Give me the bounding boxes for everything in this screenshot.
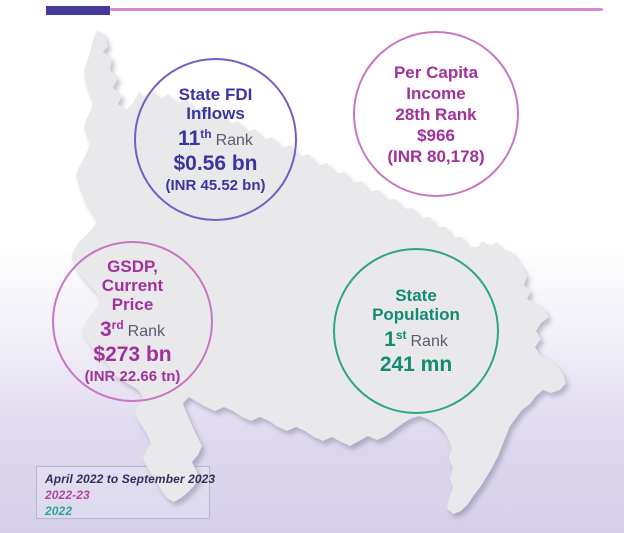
- fdi-rank-ordinal: th: [200, 126, 212, 141]
- accent-bar-line: [110, 8, 603, 11]
- legend-item-year: 2022: [45, 504, 73, 518]
- gsdp-title-line2: Current: [101, 276, 164, 295]
- gsdp-title-line1: GSDP,: [107, 257, 158, 276]
- accent-bar-block: [46, 6, 110, 15]
- gsdp-value-inr: (INR 22.66 tn): [84, 368, 181, 385]
- population-rank: 1st Rank: [384, 327, 448, 353]
- population-rank-number: 1: [384, 327, 396, 351]
- gsdp-rank: 3rd Rank: [99, 318, 166, 343]
- gsdp-rank-word: Rank: [127, 323, 166, 340]
- income-title-line2: Income: [406, 83, 466, 103]
- gsdp-rank-ordinal: rd: [111, 318, 124, 332]
- population-value: 241 mn: [379, 352, 453, 376]
- population-title-line1: State: [395, 285, 437, 305]
- fdi-title-line2: Inflows: [186, 103, 245, 123]
- stat-circle-per-capita-income: Per Capita Income 28th Rank $966 (INR 80…: [353, 31, 519, 197]
- legend: April 2022 to September 2023 2022-23 202…: [36, 466, 216, 519]
- population-title-line2: Population: [372, 304, 460, 324]
- income-value-usd: $966: [417, 125, 455, 145]
- income-rank: 28th Rank: [395, 104, 477, 124]
- gsdp-rank-number: 3: [99, 318, 112, 341]
- fdi-rank-word: Rank: [215, 131, 253, 149]
- fdi-value-usd: $0.56 bn: [173, 151, 258, 175]
- income-value-inr: (INR 80,178): [387, 146, 485, 166]
- income-title-line1: Per Capita: [393, 62, 479, 82]
- gsdp-title-line3: Price: [111, 295, 154, 314]
- fdi-rank: 11th Rank: [178, 126, 253, 152]
- fdi-rank-number: 11: [178, 126, 201, 150]
- fdi-value-inr: (INR 45.52 bn): [165, 176, 266, 194]
- stat-circle-gsdp: GSDP, Current Price 3rd Rank $273 bn (INR…: [52, 241, 213, 402]
- legend-item-fdi-period: April 2022 to September 2023: [45, 472, 216, 486]
- population-rank-word: Rank: [410, 332, 448, 350]
- population-rank-ordinal: st: [395, 327, 407, 342]
- legend-item-fiscal-year: 2022-23: [45, 488, 90, 502]
- fdi-title-line1: State FDI: [178, 84, 253, 104]
- stat-circle-fdi-inflows: State FDI Inflows 11th Rank $0.56 bn (INR…: [134, 58, 297, 221]
- gsdp-value-usd: $273 bn: [93, 343, 172, 366]
- stat-circle-population: State Population 1st Rank 241 mn: [333, 248, 499, 414]
